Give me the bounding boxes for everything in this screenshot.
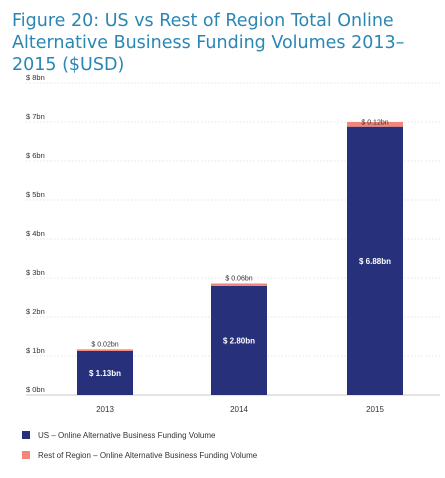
x-category-label: 2015 xyxy=(366,405,384,414)
y-tick-label: $ 3bn xyxy=(26,268,45,277)
legend-swatch xyxy=(22,431,30,439)
x-category-label: 2014 xyxy=(230,405,248,414)
data-label-us: $ 1.13bn xyxy=(89,369,121,378)
y-tick-label: $ 8bn xyxy=(26,73,45,82)
bar-rest-of-region xyxy=(211,283,267,286)
y-tick-label: $ 4bn xyxy=(26,229,45,238)
y-tick-label: $ 2bn xyxy=(26,307,45,316)
bar-us xyxy=(211,285,267,395)
y-tick-label: $ 0bn xyxy=(26,385,45,394)
bar-rest-of-region xyxy=(347,122,403,127)
bars: $ 1.13bn $ 0.02bn $ 2.80bn $ 0.06bn $ 6.88bn… xyxy=(77,120,403,396)
data-label-us: $ 6.88bn xyxy=(359,257,391,266)
x-axis-categories: 2013 2014 2015 xyxy=(96,405,384,414)
data-label-rest-of-region: $ 0.12bn xyxy=(361,120,388,127)
bar-us xyxy=(77,350,133,395)
y-tick-label: $ 5bn xyxy=(26,190,45,199)
y-tick-label: $ 1bn xyxy=(26,346,45,355)
bar-rest-of-region xyxy=(77,349,133,351)
chart-title: Figure 20: US vs Rest of Region Total On… xyxy=(12,11,405,75)
legend-item: Rest of Region – Online Alternative Busi… xyxy=(22,448,257,462)
y-tick-label: $ 6bn xyxy=(26,151,45,160)
legend-label: US – Online Alternative Business Funding… xyxy=(38,430,216,440)
y-tick-label: $ 7bn xyxy=(26,112,45,121)
x-category-label: 2013 xyxy=(96,405,114,414)
legend-item: US – Online Alternative Business Funding… xyxy=(22,428,257,442)
y-axis-ticks: $ 0bn $ 1bn $ 2bn $ 3bn $ 4bn $ 5bn $ 6bn $ 7bn… xyxy=(26,73,45,394)
bar-us xyxy=(347,126,403,396)
legend-label: Rest of Region – Online Alternative Busi… xyxy=(38,450,258,460)
legend: US – Online Alternative Business Funding… xyxy=(22,428,257,468)
legend-swatch xyxy=(22,451,30,459)
data-label-us: $ 2.80bn xyxy=(223,336,255,345)
data-label-rest-of-region: $ 0.06bn xyxy=(225,275,252,282)
data-label-rest-of-region: $ 0.02bn xyxy=(91,341,118,348)
